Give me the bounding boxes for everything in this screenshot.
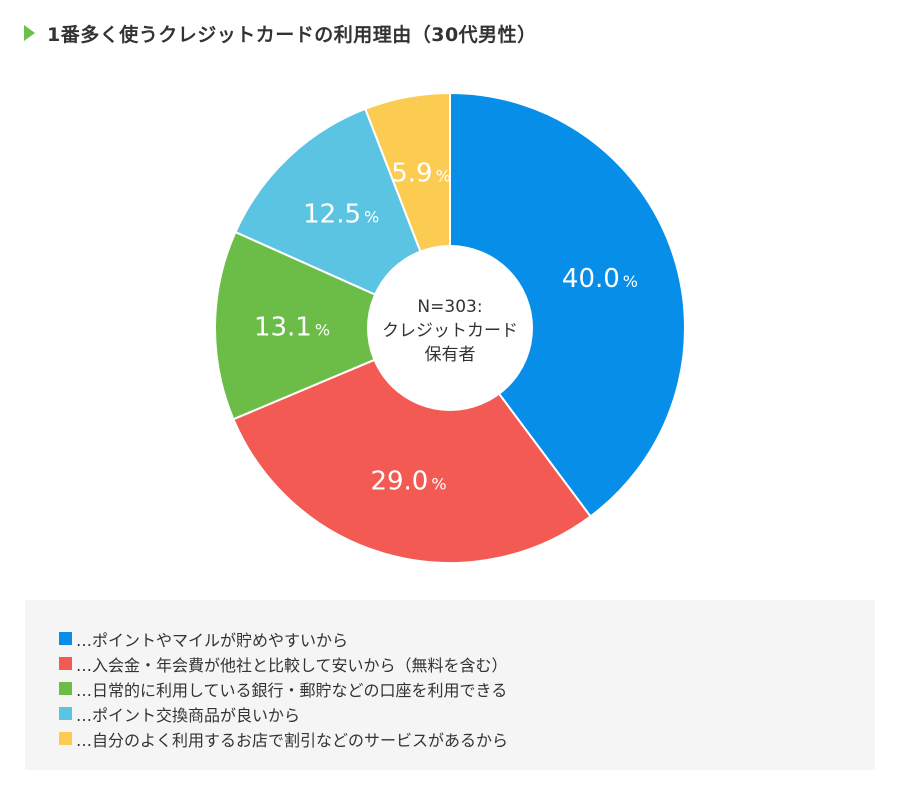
center-hole: [367, 245, 533, 411]
center-label-line: 保有者: [425, 345, 476, 365]
legend-item: …ポイントやマイルが貯めやすいから: [59, 626, 875, 651]
legend-label: …日常的に利用している銀行・郵貯などの口座を利用できる: [76, 680, 508, 700]
legend-label: …自分のよく利用するお店で割引などのサービスがあるから: [76, 730, 509, 750]
pie-slice: [232, 326, 592, 564]
center-label-line: N=303:: [417, 297, 482, 317]
triangle-marker-icon: [24, 25, 35, 41]
chart-title: 1番多く使うクレジットカードの利用理由（30代男性）: [47, 23, 537, 46]
legend-item: …ポイント交換商品が良いから: [59, 701, 875, 726]
donut-chart: 40.0 % 29.0 % 13.1 % 12.5 % 5.9% N=303: クレジットカード…: [214, 91, 686, 564]
chart-header: 1番多く使うクレジットカードの利用理由（30代男性）: [24, 18, 537, 48]
legend-label: …ポイント交換商品が良いから: [76, 705, 301, 725]
center-label-line: クレジットカード: [382, 321, 518, 341]
legend-item: …自分のよく利用するお店で割引などのサービスがあるから: [59, 726, 875, 751]
pie-slice: [214, 230, 453, 421]
legend-item: …入会金・年会費が他社と比較して安いから（無料を含む）: [59, 651, 875, 676]
data-label: 5.9%: [391, 159, 451, 189]
pie-slice: [449, 91, 686, 518]
data-label: 12.5%: [303, 199, 379, 229]
data-label: 40.0%: [562, 264, 638, 294]
legend: …ポイントやマイルが貯めやすいから …入会金・年会費が他社と比較して安いから（無…: [25, 600, 875, 770]
data-label: 29.0%: [370, 466, 446, 496]
donut-chart-area: 40.0% 29.0% 13.1% 12.5% 5.9% N=303: クレジットカード…: [0, 60, 900, 590]
legend-swatch: [59, 707, 72, 720]
data-label: 13.1%: [254, 312, 330, 342]
legend-swatch: [59, 632, 72, 645]
legend-label: …入会金・年会費が他社と比較して安いから（無料を含む）: [76, 655, 508, 675]
legend-swatch: [59, 657, 72, 670]
data-labels-layer: 40.0 % 29.0 % 13.1 % 12.5 % 5.9%: [254, 159, 638, 497]
legend-item: …日常的に利用している銀行・郵貯などの口座を利用できる: [59, 676, 875, 701]
legend-swatch: [59, 682, 72, 695]
legend-label: …ポイントやマイルが貯めやすいから: [76, 630, 349, 650]
legend-swatch: [59, 732, 72, 745]
